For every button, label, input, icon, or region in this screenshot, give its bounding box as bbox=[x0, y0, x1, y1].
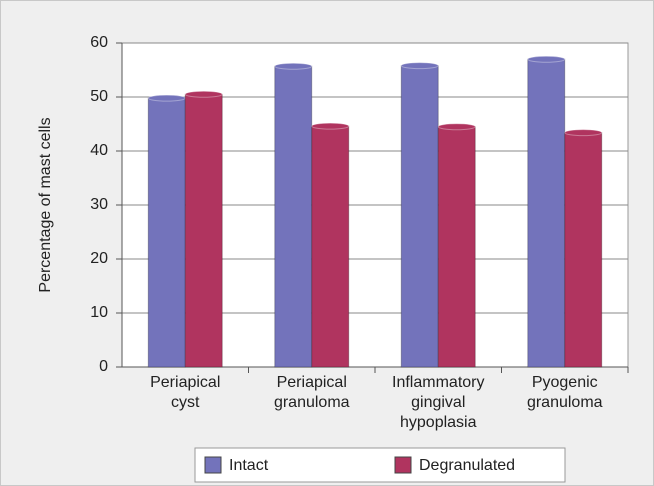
bar-cap bbox=[274, 62, 313, 70]
bar-cap bbox=[400, 62, 439, 70]
bar-cap bbox=[184, 90, 223, 98]
legend-swatch bbox=[394, 456, 412, 474]
bar bbox=[311, 125, 350, 368]
x-tick-label: Inflammatory gingival hypoplasia bbox=[392, 374, 484, 431]
x-tick-label: Pyogenic granuloma bbox=[527, 374, 603, 411]
legend-label: Intact bbox=[229, 457, 269, 474]
bar-cap bbox=[527, 55, 566, 63]
y-tick-label: 10 bbox=[90, 304, 108, 321]
bar bbox=[147, 97, 186, 368]
y-tick-label: 60 bbox=[90, 34, 108, 51]
legend-box bbox=[194, 447, 566, 483]
x-tick-label: Periapical cyst bbox=[150, 374, 220, 411]
legend-swatch bbox=[204, 456, 222, 474]
bar-cap bbox=[311, 122, 350, 130]
bar bbox=[400, 65, 439, 368]
x-tick-label: Periapical granuloma bbox=[274, 374, 350, 411]
bar bbox=[527, 58, 566, 368]
y-tick-label: 30 bbox=[90, 196, 108, 213]
legend-label: Degranulated bbox=[419, 457, 515, 474]
y-tick-label: 50 bbox=[90, 88, 108, 105]
y-axis-label: Percentage of mast cells bbox=[37, 117, 54, 292]
bar bbox=[437, 126, 476, 368]
bar bbox=[184, 93, 223, 368]
bar bbox=[564, 132, 603, 368]
y-tick-label: 0 bbox=[99, 358, 108, 375]
bar-cap bbox=[437, 123, 476, 131]
bar-cap bbox=[147, 94, 186, 102]
y-tick-label: 20 bbox=[90, 250, 108, 267]
bar-cap bbox=[564, 129, 603, 137]
bar bbox=[274, 65, 313, 368]
y-tick-label: 40 bbox=[90, 142, 108, 159]
